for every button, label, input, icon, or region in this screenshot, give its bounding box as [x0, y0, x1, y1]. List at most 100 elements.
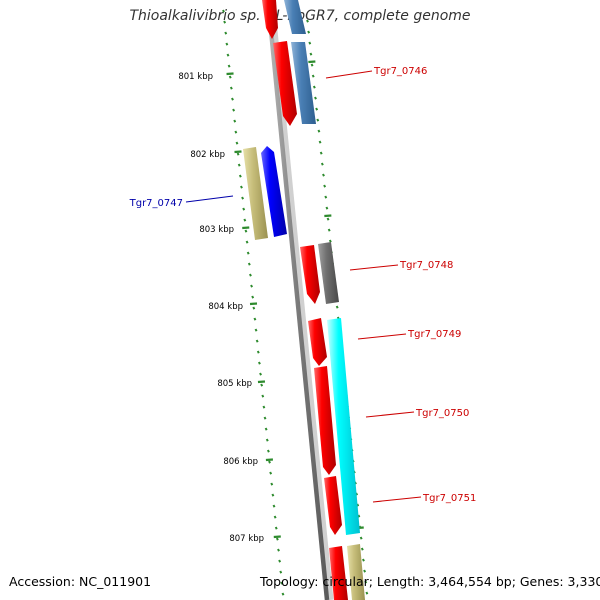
minor-tick: [359, 536, 363, 540]
gene-label-tgr7-0746[interactable]: Tgr7_0746: [373, 66, 427, 77]
minor-tick: [265, 438, 269, 442]
minor-tick: [273, 515, 277, 519]
minor-tick: [224, 31, 228, 35]
minor-tick: [222, 9, 225, 13]
minor-tick: [259, 372, 262, 376]
minor-tick: [232, 108, 236, 112]
minor-tick: [237, 163, 241, 167]
minor-tick: [233, 119, 237, 123]
minor-tick: [226, 53, 230, 57]
gene-label-tgr7-0748[interactable]: Tgr7_0748: [399, 260, 453, 271]
gene-label-tgr7-0751[interactable]: Tgr7_0751: [422, 493, 476, 504]
gene-arrow-tgr7-0749: [308, 318, 327, 366]
gene-arrow-red: [329, 546, 348, 600]
minor-tick: [246, 251, 250, 255]
gene-arrow-tgr7-0746: [273, 41, 297, 126]
minor-tick: [229, 86, 233, 90]
gene-arrow-tgr7-0750: [314, 366, 336, 475]
genome-summary-text: Topology: circular; Length: 3,464,554 bp…: [260, 574, 600, 589]
minor-tick: [275, 537, 279, 541]
minor-tick: [269, 471, 273, 475]
minor-tick: [243, 218, 247, 222]
minor-tick: [253, 317, 257, 321]
minor-tick: [320, 162, 324, 166]
minor-tick: [314, 96, 317, 100]
major-tick: [265, 458, 273, 462]
minor-tick: [309, 52, 313, 56]
minor-tick: [322, 173, 325, 177]
minor-tick: [278, 559, 282, 563]
minor-tick: [306, 19, 309, 23]
minor-tick: [260, 383, 264, 387]
minor-tick: [324, 195, 328, 199]
minor-tick: [268, 460, 271, 464]
minor-tick: [311, 74, 315, 78]
minor-tick: [255, 339, 259, 343]
backbone-highlight: [266, 0, 334, 600]
gene-steelblue: [284, 0, 306, 34]
minor-tick: [365, 591, 369, 595]
minor-tick: [363, 569, 367, 573]
minor-tick: [316, 118, 320, 122]
minor-tick: [238, 174, 242, 178]
minor-tick: [280, 581, 284, 585]
leader-line: [349, 264, 399, 271]
minor-tick: [357, 514, 361, 518]
leader-line: [357, 333, 407, 340]
gene-gray: [318, 242, 339, 304]
minor-tick: [256, 350, 260, 354]
minor-tick: [249, 273, 252, 277]
gene-khaki: [347, 544, 365, 600]
minor-tick: [247, 262, 251, 266]
major-tick: [273, 535, 281, 539]
gene-cyan: [327, 318, 360, 535]
minor-tick: [263, 416, 267, 420]
gene-leader-lines: [185, 70, 422, 503]
minor-tick: [310, 63, 314, 67]
major-tick: [226, 72, 234, 76]
minor-tick: [227, 64, 231, 68]
minor-tick: [245, 240, 249, 244]
minor-tick: [242, 207, 246, 211]
scale-label: 802 kbp: [190, 150, 225, 160]
minor-tick: [315, 107, 319, 111]
minor-tick: [271, 493, 275, 497]
leader-line: [185, 195, 234, 203]
leader-line: [372, 496, 422, 503]
minor-tick: [360, 547, 364, 551]
minor-tick: [323, 184, 327, 188]
gene-label-tgr7-0750[interactable]: Tgr7_0750: [415, 408, 469, 419]
minor-tick: [235, 141, 239, 145]
scale-label: 801 kbp: [178, 72, 213, 82]
minor-tick: [244, 229, 248, 233]
minor-tick: [262, 405, 266, 409]
minor-tick: [335, 305, 339, 309]
minor-tick: [274, 526, 278, 530]
gene-arrow-tgr7-0751: [324, 476, 342, 535]
major-tick: [249, 302, 258, 306]
minor-tick: [225, 42, 229, 46]
minor-tick: [236, 152, 240, 156]
minor-tick: [308, 41, 312, 45]
major-tick: [308, 60, 316, 64]
gene-khaki: [243, 147, 268, 240]
major-tick: [324, 214, 332, 218]
minor-tick: [234, 130, 238, 134]
backbone: [265, 0, 330, 600]
minor-tick: [231, 97, 234, 101]
gene-label-tgr7-0749[interactable]: Tgr7_0749: [407, 329, 461, 340]
minor-tick: [250, 284, 253, 288]
minor-tick: [251, 295, 255, 299]
minor-tick: [254, 328, 258, 332]
minor-tick: [252, 306, 256, 310]
major-tick: [234, 150, 242, 154]
minor-tick: [325, 206, 329, 210]
scale-label: 805 kbp: [217, 379, 252, 389]
minor-tick: [317, 129, 321, 133]
minor-tick: [266, 449, 270, 453]
gene-arrow-red: [262, 0, 278, 39]
leader-line: [365, 411, 415, 418]
minor-tick: [362, 558, 365, 562]
gene-label-tgr7-0747[interactable]: Tgr7_0747: [129, 198, 183, 209]
